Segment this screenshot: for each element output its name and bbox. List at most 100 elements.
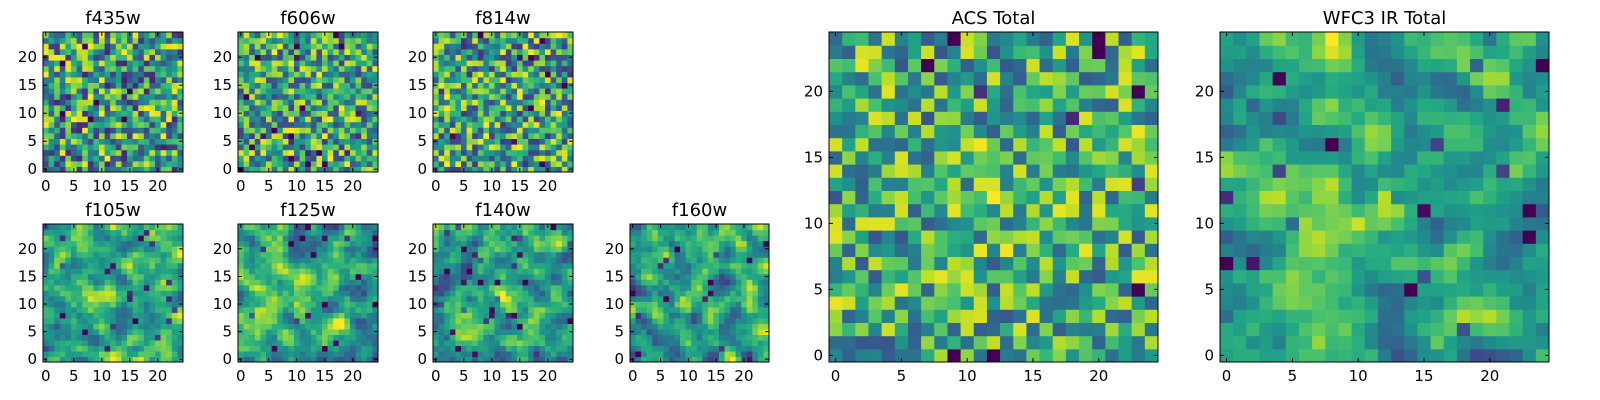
heatmap-cell [277,65,284,72]
heatmap-cell [528,160,535,167]
heatmap-cell [361,229,368,236]
heatmap-cell [449,356,456,362]
heatmap-cell [461,121,468,128]
heatmap-cell [511,328,518,335]
heatmap-cell [735,246,742,253]
heatmap-cell [477,93,484,100]
heatmap-cell [238,262,245,269]
heatmap-cell [132,166,139,172]
heatmap-cell [763,235,769,242]
heatmap-cell [921,177,935,191]
heatmap-cell [266,262,273,269]
heatmap-cell [713,246,720,253]
heatmap-cell [132,317,139,324]
heatmap-cell [685,295,692,302]
heatmap-cell [494,37,501,44]
heatmap-cell [48,54,55,61]
heatmap-cell [355,121,362,128]
heatmap-cell [868,216,883,231]
heatmap-cell [635,284,642,291]
heatmap-cell [702,262,709,269]
heatmap-cell [99,60,106,67]
heatmap-cell [299,155,306,162]
heatmap-cell [539,132,546,139]
heatmap-cell [696,334,703,341]
heatmap-cell [361,345,368,352]
heatmap-cell [238,37,245,44]
heatmap-cell [696,284,703,291]
heatmap-cell [702,240,709,247]
heatmap-cell [99,149,106,156]
heatmap-cell [132,290,139,297]
heatmap-cell [680,290,687,297]
heatmap-cell [483,48,490,55]
heatmap-cell [243,37,250,44]
heatmap-cell [567,88,573,95]
heatmap-cell [93,138,100,145]
heatmap-cell [266,345,273,352]
heatmap-cell [288,127,295,134]
heatmap-cell [455,104,462,111]
heatmap-cell [266,149,273,156]
heatmap-cell [104,99,111,106]
heatmap-cell [104,350,111,358]
heatmap-cell [724,284,731,291]
heatmap-cell [316,160,323,167]
heatmap-cell [171,257,178,264]
heatmap-cell [327,356,334,362]
heatmap-cell [132,312,139,319]
heatmap-cell [494,93,501,100]
heatmap-cell [696,356,703,362]
heatmap-cell [752,306,759,313]
heatmap-cell [455,132,462,139]
heatmap-cell [372,144,378,151]
heatmap-cell [93,88,100,95]
heatmap-cell [657,229,664,236]
heatmap-cell [277,99,284,106]
heatmap-cell [350,76,357,83]
heatmap-cell [455,144,462,151]
heatmap-cell [59,166,66,172]
heatmap-cell [472,235,479,242]
heatmap-cell [1013,177,1027,191]
x-tick-label: 20 [343,367,362,385]
heatmap-cell [138,356,145,362]
heatmap-cell [132,306,139,313]
heatmap-cell [652,328,659,335]
heatmap-cell [48,224,55,231]
heatmap-cell [511,121,518,128]
heatmap-cell [260,317,267,324]
heatmap-cell [763,251,769,258]
heatmap-cell [907,216,922,231]
heatmap-cell [556,54,563,61]
heatmap-cell [310,323,317,330]
heatmap-cell [76,149,83,156]
heatmap-cell [483,345,490,352]
heatmap-cell [43,240,50,247]
heatmap-cell [71,235,78,242]
heatmap-cell [528,279,535,286]
heatmap-cell [254,345,261,352]
heatmap-cell [550,273,557,280]
heatmap-cell [260,323,267,330]
heatmap-cell [438,104,445,111]
heatmap-cell [539,144,546,151]
heatmap-cell [65,284,72,291]
heatmap-cell [438,127,445,134]
heatmap-cell [550,99,557,106]
heatmap-cell [539,60,546,67]
heatmap-cell [494,160,501,167]
heatmap-cell [657,295,664,302]
heatmap-cell [82,32,89,39]
heatmap-cell [444,323,451,330]
heatmap-cell [138,160,145,167]
heatmap-cell [43,268,50,275]
heatmap-cell [533,132,540,139]
heatmap-cell [76,257,83,264]
heatmap-cell [305,121,312,128]
heatmap-cell [461,99,468,106]
heatmap-cell [652,284,659,291]
heatmap-cell [143,345,150,352]
heatmap-cell [149,37,156,44]
heatmap-cell [489,339,496,347]
